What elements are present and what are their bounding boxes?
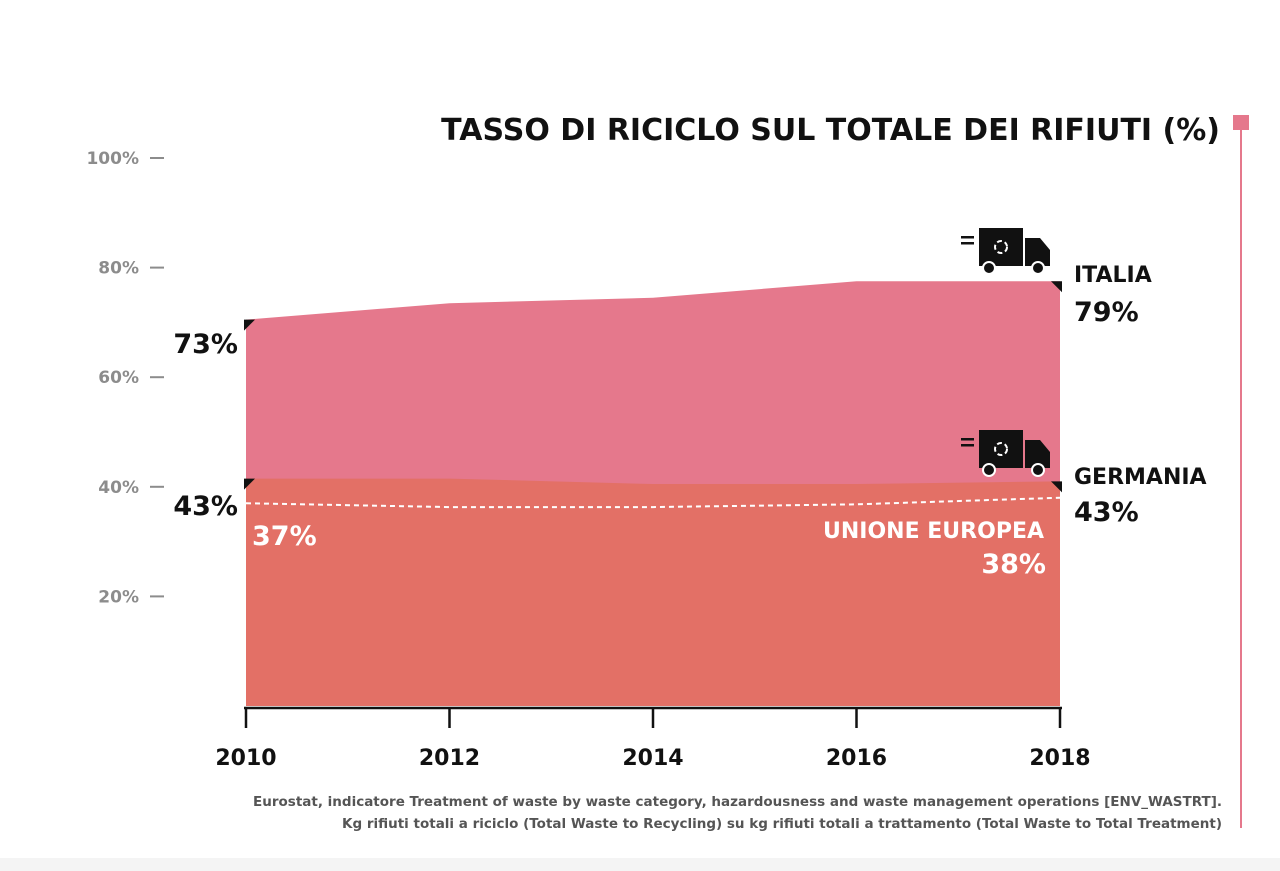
italia-end-marker	[1051, 281, 1062, 293]
x-tick-label: 2016	[826, 746, 887, 771]
italia-name-label: ITALIA	[1074, 263, 1152, 288]
x-tick-label: 2018	[1029, 746, 1090, 771]
y-tick-label: 40%	[98, 478, 139, 498]
ue-end-label: 38%	[981, 549, 1046, 580]
source-line-1: Eurostat, indicatore Treatment of waste …	[253, 794, 1222, 810]
germania-area	[246, 478, 1060, 706]
germania-end-marker	[1051, 481, 1062, 493]
italia-end-label: 79%	[1074, 297, 1139, 328]
recycling-truck-icon	[961, 228, 1050, 275]
y-tick-label: 80%	[98, 259, 139, 279]
italia-start-label: 73%	[173, 329, 238, 360]
ue-series-line	[245, 496, 1061, 509]
germania-name-label: GERMANIA	[1074, 465, 1207, 490]
x-tick-label: 2012	[419, 746, 480, 771]
y-tick-label: 100%	[86, 149, 139, 169]
italia-start-marker	[244, 319, 255, 331]
y-tick-label: 20%	[98, 587, 139, 607]
ue-start-label: 37%	[252, 521, 317, 552]
x-tick-label: 2014	[622, 746, 683, 771]
bottom-strip	[0, 858, 1280, 871]
germania-end-label: 43%	[1074, 497, 1139, 528]
source-line-2: Kg rifiuti totali a riciclo (Total Waste…	[342, 816, 1222, 832]
y-tick-label: 60%	[98, 368, 139, 388]
chart-title: TASSO DI RICICLO SUL TOTALE DEI RIFIUTI …	[441, 113, 1220, 148]
recycling-truck-icon	[961, 430, 1050, 477]
germania-start-marker	[244, 478, 255, 490]
ue-name-label: UNIONE EUROPEA	[823, 519, 1044, 544]
x-tick-label: 2010	[215, 746, 276, 771]
accent-marker	[1233, 115, 1249, 130]
germania-start-label: 43%	[173, 491, 238, 522]
